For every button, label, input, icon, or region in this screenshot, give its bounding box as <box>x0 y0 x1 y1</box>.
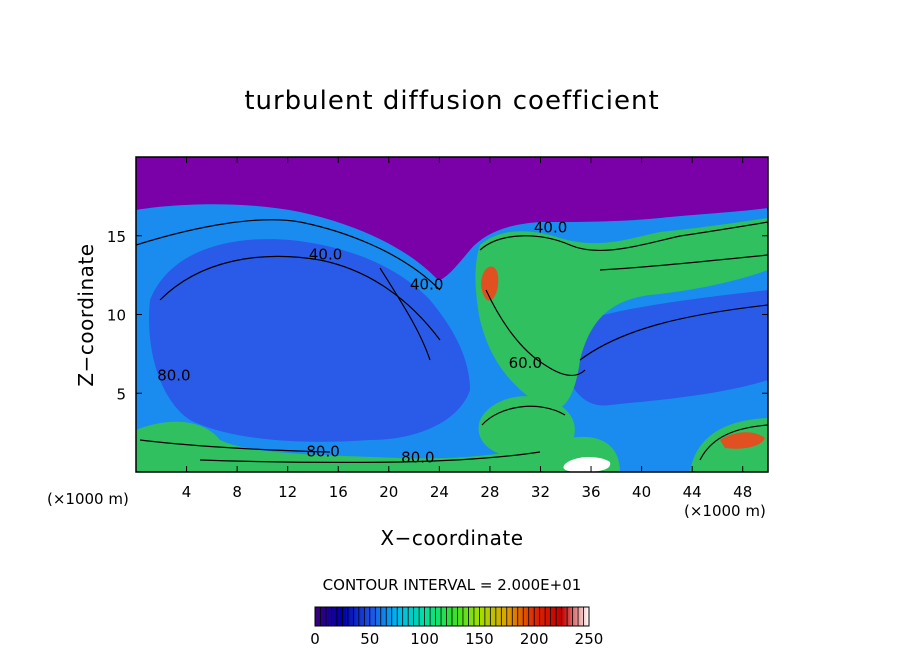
contour-label: 80.0 <box>401 449 434 467</box>
contour-line <box>379 267 431 361</box>
x-unit-label-right: (×1000 m) <box>684 502 766 520</box>
contour-line <box>136 219 441 291</box>
region-rotor-hotspot <box>481 266 499 301</box>
region-right-rotor <box>475 218 768 410</box>
y-tick-label: 10 <box>107 307 126 325</box>
contour-line <box>481 405 566 426</box>
colorbar-tick-label: 150 <box>465 630 494 648</box>
contour-label: 40.0 <box>410 275 443 293</box>
contour-line <box>199 451 541 463</box>
region-surface-hotspot <box>563 456 611 472</box>
x-tick-label: 4 <box>182 483 192 501</box>
contour-line <box>159 255 441 341</box>
x-axis: 4 8 12 16 20 24 28 32 36 40 44 48 <box>182 157 752 501</box>
colorbar-tick-label: 250 <box>575 630 604 648</box>
contour-labels: 40.0 40.0 40.0 60.0 80.0 80.0 80.0 <box>157 219 567 467</box>
contour-label: 80.0 <box>157 367 190 385</box>
x-tick-label: 28 <box>480 483 499 501</box>
contour-lines <box>136 219 768 463</box>
x-tick-label: 36 <box>581 483 600 501</box>
contour-line <box>479 221 768 252</box>
heatmap-field: 40.0 40.0 40.0 60.0 80.0 80.0 80.0 <box>136 157 768 472</box>
x-tick-label: 16 <box>329 483 348 501</box>
region-right-plume <box>560 290 768 406</box>
contour-line <box>485 289 586 377</box>
contour-line <box>599 254 768 271</box>
contour-label: 80.0 <box>306 442 339 460</box>
colorbar-tick-label: 200 <box>520 630 549 648</box>
region-surface-hotspot-right <box>720 432 765 449</box>
x-tick-label: 12 <box>278 483 297 501</box>
x-tick-label: 24 <box>430 483 449 501</box>
contour-line <box>579 304 768 361</box>
x-tick-label: 44 <box>683 483 702 501</box>
x-tick-label: 8 <box>232 483 242 501</box>
contour-label: 40.0 <box>309 245 342 263</box>
region-upper-stable-layer <box>136 157 768 280</box>
colorbar: 0 50 100 150 200 250 <box>310 606 604 648</box>
x-tick-label: 40 <box>632 483 651 501</box>
contour-label: 40.0 <box>534 219 567 237</box>
region-surface-layer <box>136 421 620 472</box>
y-tick-label: 15 <box>107 228 126 246</box>
chart-title: turbulent diffusion coefficient <box>244 86 660 116</box>
contour-interval-label: CONTOUR INTERVAL = 2.000E+01 <box>322 576 582 594</box>
x-tick-label: 32 <box>531 483 550 501</box>
x-axis-label: X−coordinate <box>380 526 524 550</box>
colorbar-tick-label: 100 <box>410 630 439 648</box>
x-unit-label-left: (×1000 m) <box>47 490 129 508</box>
colorbar-frame <box>314 606 590 627</box>
contour-line <box>139 439 331 453</box>
x-tick-label: 20 <box>379 483 398 501</box>
colorbar-tick-label: 50 <box>360 630 379 648</box>
colorbar-tick-label: 0 <box>310 630 320 648</box>
x-tick-label: 48 <box>733 483 752 501</box>
y-axis: 5 10 15 <box>107 228 768 403</box>
contour-line <box>699 424 768 461</box>
y-tick-label: 5 <box>116 385 126 403</box>
contour-label: 60.0 <box>509 354 542 372</box>
